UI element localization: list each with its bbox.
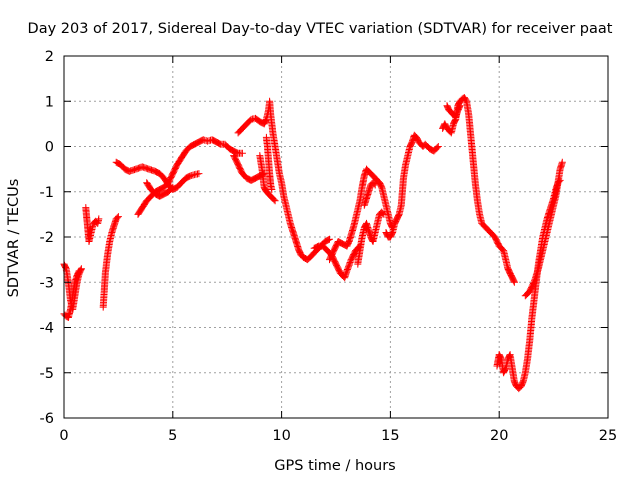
x-tick-label: 10: [272, 428, 290, 444]
data-point-group: [382, 131, 442, 241]
data-point-group: [134, 136, 246, 218]
x-tick-label: 25: [599, 428, 617, 444]
data-point-group: [234, 97, 333, 264]
data-point-group: [443, 102, 464, 121]
y-tick-label: 1: [45, 94, 54, 110]
x-axis-label: GPS time / hours: [274, 458, 395, 474]
x-tick-label: 20: [490, 428, 508, 444]
grid: [64, 56, 608, 418]
data-point-group: [360, 179, 379, 209]
y-tick-label: -6: [40, 411, 54, 427]
y-tick-label: 2: [45, 49, 54, 65]
x-tick-label: 15: [381, 428, 399, 444]
x-tick-label: 0: [59, 428, 68, 444]
y-axis-label: SDTVAR / TECUs: [6, 179, 22, 298]
data-point-group: [354, 208, 388, 268]
data-point-group: [310, 242, 364, 282]
data-point-group: [99, 213, 122, 311]
y-tick-label: -2: [40, 230, 54, 246]
y-tick-label: -5: [40, 366, 54, 382]
data-point-group: [262, 133, 276, 193]
x-tick-label: 5: [168, 428, 177, 444]
y-tick-label: -3: [40, 275, 54, 291]
data-point-group: [143, 179, 177, 200]
data-point-group: [521, 158, 566, 300]
data-point-group: [326, 165, 397, 264]
data-series-paat: [60, 94, 566, 393]
y-tick-label: -4: [40, 321, 54, 337]
y-tick-label: -1: [40, 185, 54, 201]
data-point-group: [439, 94, 518, 286]
axis-ticks: 0 5 10 15 20 25 -6 -5 -4 -3 -2 -1 0 1 2: [40, 49, 618, 444]
data-point-group: [82, 204, 103, 245]
chart-title: Day 203 of 2017, Sidereal Day-to-day VTE…: [28, 21, 613, 37]
data-point-group: [256, 152, 279, 205]
y-tick-label: 0: [45, 140, 54, 156]
